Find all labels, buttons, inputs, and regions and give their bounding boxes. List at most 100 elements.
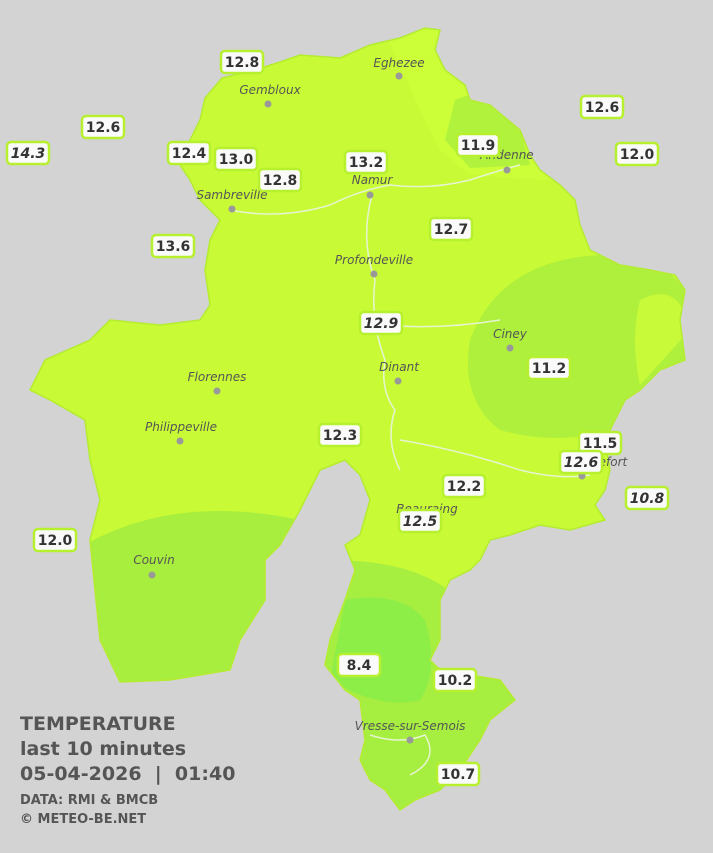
station-value: 11.5	[583, 436, 618, 452]
town-name: Florennes	[188, 370, 247, 384]
station: 8.4	[336, 652, 382, 678]
station: 13.6	[150, 233, 196, 259]
station-box	[358, 310, 404, 336]
station-value: 12.7	[434, 222, 469, 238]
station-box	[343, 149, 389, 175]
town-dot	[503, 166, 511, 174]
station-box	[558, 449, 604, 475]
station-box	[336, 652, 382, 678]
station: 10.7	[435, 761, 481, 787]
station: 13.2	[343, 149, 389, 175]
town-name: Sambreville	[196, 188, 267, 202]
river	[369, 734, 431, 776]
town-dot	[176, 437, 184, 445]
station-box	[32, 527, 78, 553]
station-box	[257, 167, 303, 193]
towns: EghezeeGemblouxAndenneNamurSambrevillePr…	[133, 56, 629, 744]
station-value: 12.0	[620, 147, 655, 163]
station-box	[219, 49, 265, 75]
station: 12.3	[317, 422, 363, 448]
station-box	[150, 233, 196, 259]
town-dot	[370, 270, 378, 278]
station: 13.0	[213, 146, 259, 172]
legend-subtitle: last 10 minutes	[20, 738, 186, 760]
legend-title: TEMPERATURE	[20, 713, 176, 735]
zone	[330, 597, 432, 703]
river	[399, 439, 591, 478]
town-dot	[395, 72, 403, 80]
town-dot	[506, 344, 514, 352]
station-box	[579, 94, 625, 120]
town-name: Couvin	[133, 553, 174, 567]
stations: 12.8 12.6 14.3 12.4 13.0 12.8 13.2 11.9 12.6 12.0…	[5, 49, 670, 787]
station-value: 12.8	[263, 173, 298, 189]
town-name: Namur	[352, 173, 394, 187]
station-box	[213, 146, 259, 172]
station-box	[428, 216, 474, 242]
station-value: 12.6	[564, 455, 599, 471]
town-dot	[228, 205, 236, 213]
station-box	[317, 422, 363, 448]
station-box	[166, 140, 212, 166]
station-box	[432, 667, 478, 693]
legend-source: DATA: RMI & BMCB	[20, 793, 158, 808]
station-value: 12.8	[225, 55, 260, 71]
town-dot	[366, 191, 374, 199]
station: 11.2	[526, 355, 572, 381]
zone	[635, 294, 685, 385]
station-value: 10.8	[630, 491, 665, 507]
station: 12.0	[32, 527, 78, 553]
zone	[468, 255, 685, 438]
station-box	[526, 355, 572, 381]
town-dot	[213, 387, 221, 395]
legend-copyright: © METEO-BE.NET	[20, 812, 146, 827]
river	[229, 164, 521, 215]
station: 12.7	[428, 216, 474, 242]
town-name: Ciney	[493, 327, 528, 341]
station-value: 12.5	[403, 514, 438, 530]
station-value: 12.6	[585, 100, 620, 116]
town-dot	[394, 377, 402, 385]
station-value: 8.4	[347, 658, 372, 674]
town-name: Vresse-sur-Semois	[355, 719, 466, 733]
town-name: Profondeville	[335, 253, 413, 267]
station-value: 12.6	[86, 120, 121, 136]
station: 14.3	[5, 140, 51, 166]
station: 12.6	[579, 94, 625, 120]
station: 12.9	[358, 310, 404, 336]
town-name: Eghezee	[373, 56, 424, 70]
station-box	[435, 761, 481, 787]
station-value: 13.6	[156, 239, 191, 255]
station: 12.6	[80, 114, 126, 140]
station: 12.8	[219, 49, 265, 75]
station-value: 13.0	[219, 152, 254, 168]
station-value: 12.4	[172, 146, 207, 162]
station: 12.2	[441, 473, 487, 499]
station-value: 13.2	[349, 155, 384, 171]
station-value: 11.2	[532, 361, 567, 377]
station-box	[455, 132, 501, 158]
town-dot	[148, 571, 156, 579]
station: 10.2	[432, 667, 478, 693]
station-value: 12.3	[323, 428, 358, 444]
station-value: 12.0	[38, 533, 73, 549]
town-name: Philippeville	[145, 420, 217, 434]
station: 12.6	[558, 449, 604, 475]
station: 11.9	[455, 132, 501, 158]
station: 12.8	[257, 167, 303, 193]
station-box	[80, 114, 126, 140]
station-box	[614, 141, 660, 167]
station-value: 11.9	[461, 138, 496, 154]
station-value: 10.7	[441, 767, 476, 783]
station-box	[441, 473, 487, 499]
station-box	[5, 140, 51, 166]
legend-datetime: 05-04-2026 | 01:40	[20, 763, 235, 785]
town-dot	[264, 100, 272, 108]
station-value: 14.3	[11, 146, 46, 162]
rivers	[229, 164, 591, 776]
station-box	[397, 508, 443, 534]
station: 12.4	[166, 140, 212, 166]
town-name: Gembloux	[239, 83, 301, 97]
town-dot	[406, 736, 414, 744]
